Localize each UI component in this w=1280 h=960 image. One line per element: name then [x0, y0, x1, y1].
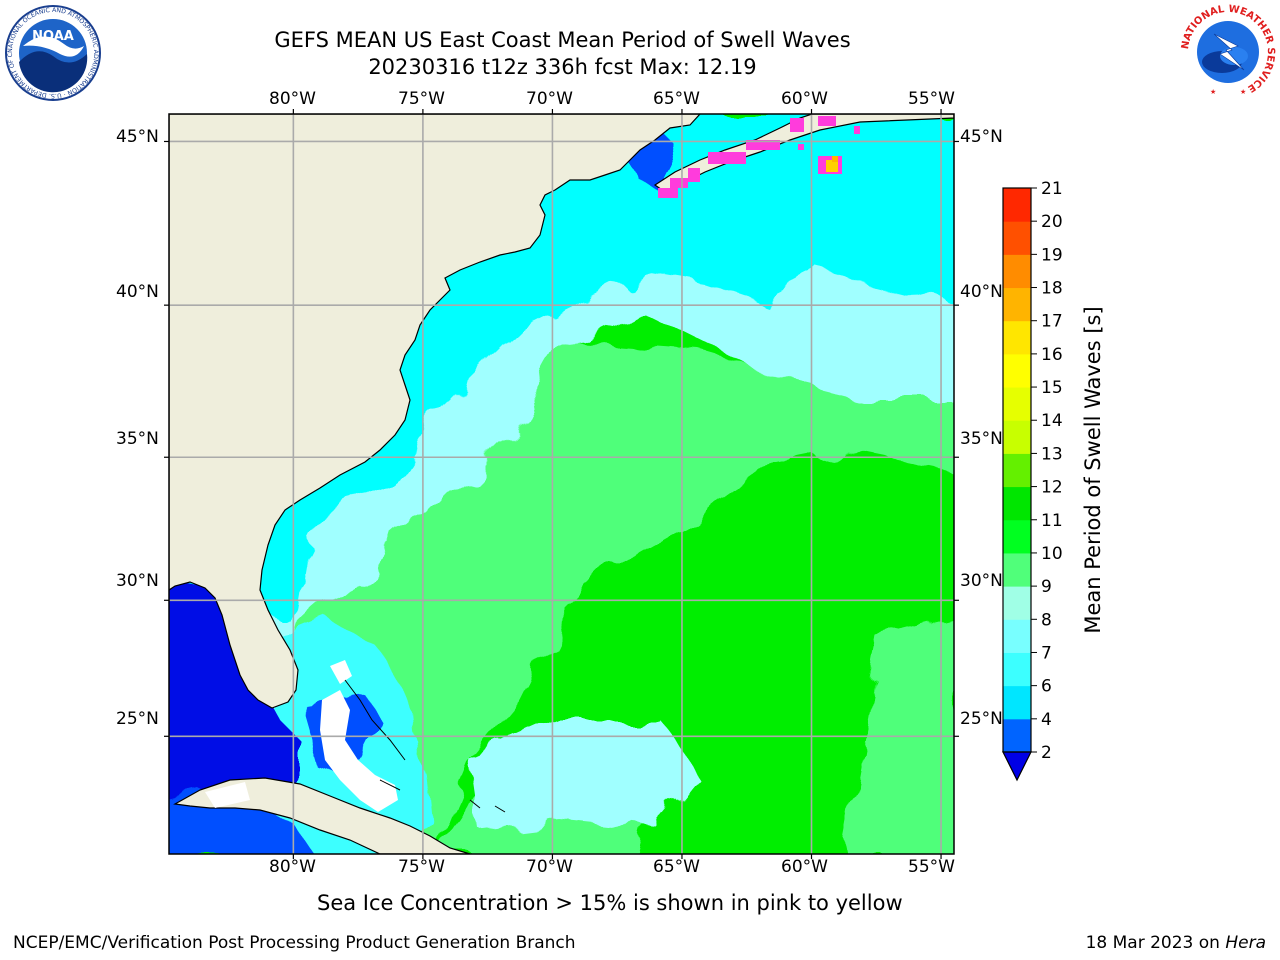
colorbar-tick-label: 8	[1041, 610, 1052, 630]
chart-subtitle: 20230316 t12z 336h fcst Max: 12.19	[368, 55, 757, 79]
lat-label-left-30n: 30°N	[116, 571, 159, 591]
lat-label-left-25n: 25°N	[116, 709, 159, 729]
colorbar-segment	[1003, 552, 1031, 587]
lon-label-bottom-70w: 70°W	[526, 857, 573, 877]
colorbar-segment	[1003, 254, 1031, 289]
lat-label-right-40n: 40°N	[960, 282, 1003, 302]
colorbar-tick-label: 11	[1041, 511, 1063, 531]
lat-label-left-45n: 45°N	[116, 127, 159, 147]
lon-label-bottom-80w: 80°W	[269, 857, 316, 877]
lon-label-bottom-60w: 60°W	[781, 857, 828, 877]
colorbar-tick-label: 14	[1041, 411, 1063, 431]
colorbar-tick-label: 6	[1041, 677, 1052, 697]
svg-text:★: ★	[1210, 88, 1216, 96]
colorbar-segment	[1003, 486, 1031, 521]
land-north-america	[169, 114, 701, 709]
map-frame	[168, 113, 955, 855]
lat-label-left-35n: 35°N	[116, 429, 159, 449]
chart-title: GEFS MEAN US East Coast Mean Period of S…	[274, 28, 851, 52]
colorbar-segment	[1003, 353, 1031, 388]
colorbar-segment	[1003, 685, 1031, 720]
colorbar-tick-label: 4	[1041, 710, 1052, 730]
colorbar-segment	[1003, 652, 1031, 687]
colorbar-segment	[1003, 221, 1031, 255]
colorbar-segment	[1003, 188, 1031, 222]
map-graticule	[169, 114, 954, 854]
colorbar-tick-label: 15	[1041, 378, 1063, 398]
colorbar-segment	[1003, 453, 1031, 488]
footer-branch: NCEP/EMC/Verification Post Processing Pr…	[13, 933, 576, 953]
colorbar-segment	[1003, 387, 1031, 421]
colorbar: 2 4 6 7 8 9 10 11 12 13 14 15 16 17 18 19 20 21 Mean Peri…	[1002, 180, 1105, 782]
sea-ice-pixels	[658, 116, 860, 198]
colorbar-frame	[1002, 187, 1032, 753]
bahamas-shallow-nodata	[320, 690, 398, 812]
nws-logo-icon: NATIONAL WEATHER SERVICE ★ ★	[1180, 4, 1276, 100]
lat-label-right-30n: 30°N	[960, 571, 1003, 591]
lon-label-top-60w: 60°W	[781, 89, 828, 109]
colorbar-tick-label: 7	[1041, 643, 1052, 663]
colorbar-tick-label: 17	[1041, 312, 1063, 332]
lat-label-left-40n: 40°N	[116, 282, 159, 302]
lon-label-top-75w: 75°W	[398, 89, 445, 109]
noaa-logo-icon: NATIONAL OCEANIC AND ATMOSPHERIC ADMINIS…	[4, 4, 101, 101]
lat-label-right-35n: 35°N	[960, 429, 1003, 449]
colorbar-tick-label: 13	[1041, 444, 1063, 464]
colorbar-tick-label: 21	[1041, 180, 1063, 199]
colorbar-segment	[1003, 619, 1031, 653]
lon-label-bottom-55w: 55°W	[908, 857, 955, 877]
footer-machine: Hera	[1225, 933, 1266, 953]
colorbar-tick-label: 16	[1041, 345, 1063, 365]
footer-date: 18 Mar 2023 on Hera	[1086, 933, 1266, 953]
lat-label-right-45n: 45°N	[960, 127, 1003, 147]
lon-label-top-55w: 55°W	[908, 89, 955, 109]
lon-label-top-80w: 80°W	[269, 89, 316, 109]
colorbar-tick-label: 9	[1041, 577, 1052, 597]
sea-ice-note: Sea Ice Concentration > 15% is shown in …	[317, 891, 903, 915]
colorbar-tick-label: 12	[1041, 478, 1063, 498]
lon-label-top-70w: 70°W	[526, 89, 573, 109]
colorbar-tick-label: 18	[1041, 279, 1063, 299]
colorbar-segment	[1003, 519, 1031, 554]
colorbar-label: Mean Period of Swell Waves [s]	[1081, 306, 1105, 633]
colorbar-tick-label: 19	[1041, 245, 1063, 265]
colorbar-tick-label: 20	[1041, 212, 1063, 232]
lon-label-bottom-65w: 65°W	[653, 857, 700, 877]
colorbar-segment	[1003, 320, 1031, 355]
colorbar-tick-label: 2	[1041, 743, 1052, 763]
svg-text:★: ★	[1240, 88, 1246, 96]
svg-text:NOAA: NOAA	[32, 29, 74, 44]
colorbar-segment	[1003, 586, 1031, 620]
colorbar-segment	[1003, 718, 1031, 753]
lon-label-bottom-75w: 75°W	[398, 857, 445, 877]
footer-date-text: 18 Mar 2023 on	[1085, 933, 1226, 953]
colorbar-segment	[1003, 420, 1031, 454]
lat-label-right-25n: 25°N	[960, 709, 1003, 729]
colorbar-tick-label: 10	[1041, 544, 1063, 564]
lon-label-top-65w: 65°W	[653, 89, 700, 109]
colorbar-segment	[1003, 287, 1031, 322]
land-nova-scotia	[653, 114, 954, 193]
colorbar-under-arrow	[1002, 751, 1032, 782]
